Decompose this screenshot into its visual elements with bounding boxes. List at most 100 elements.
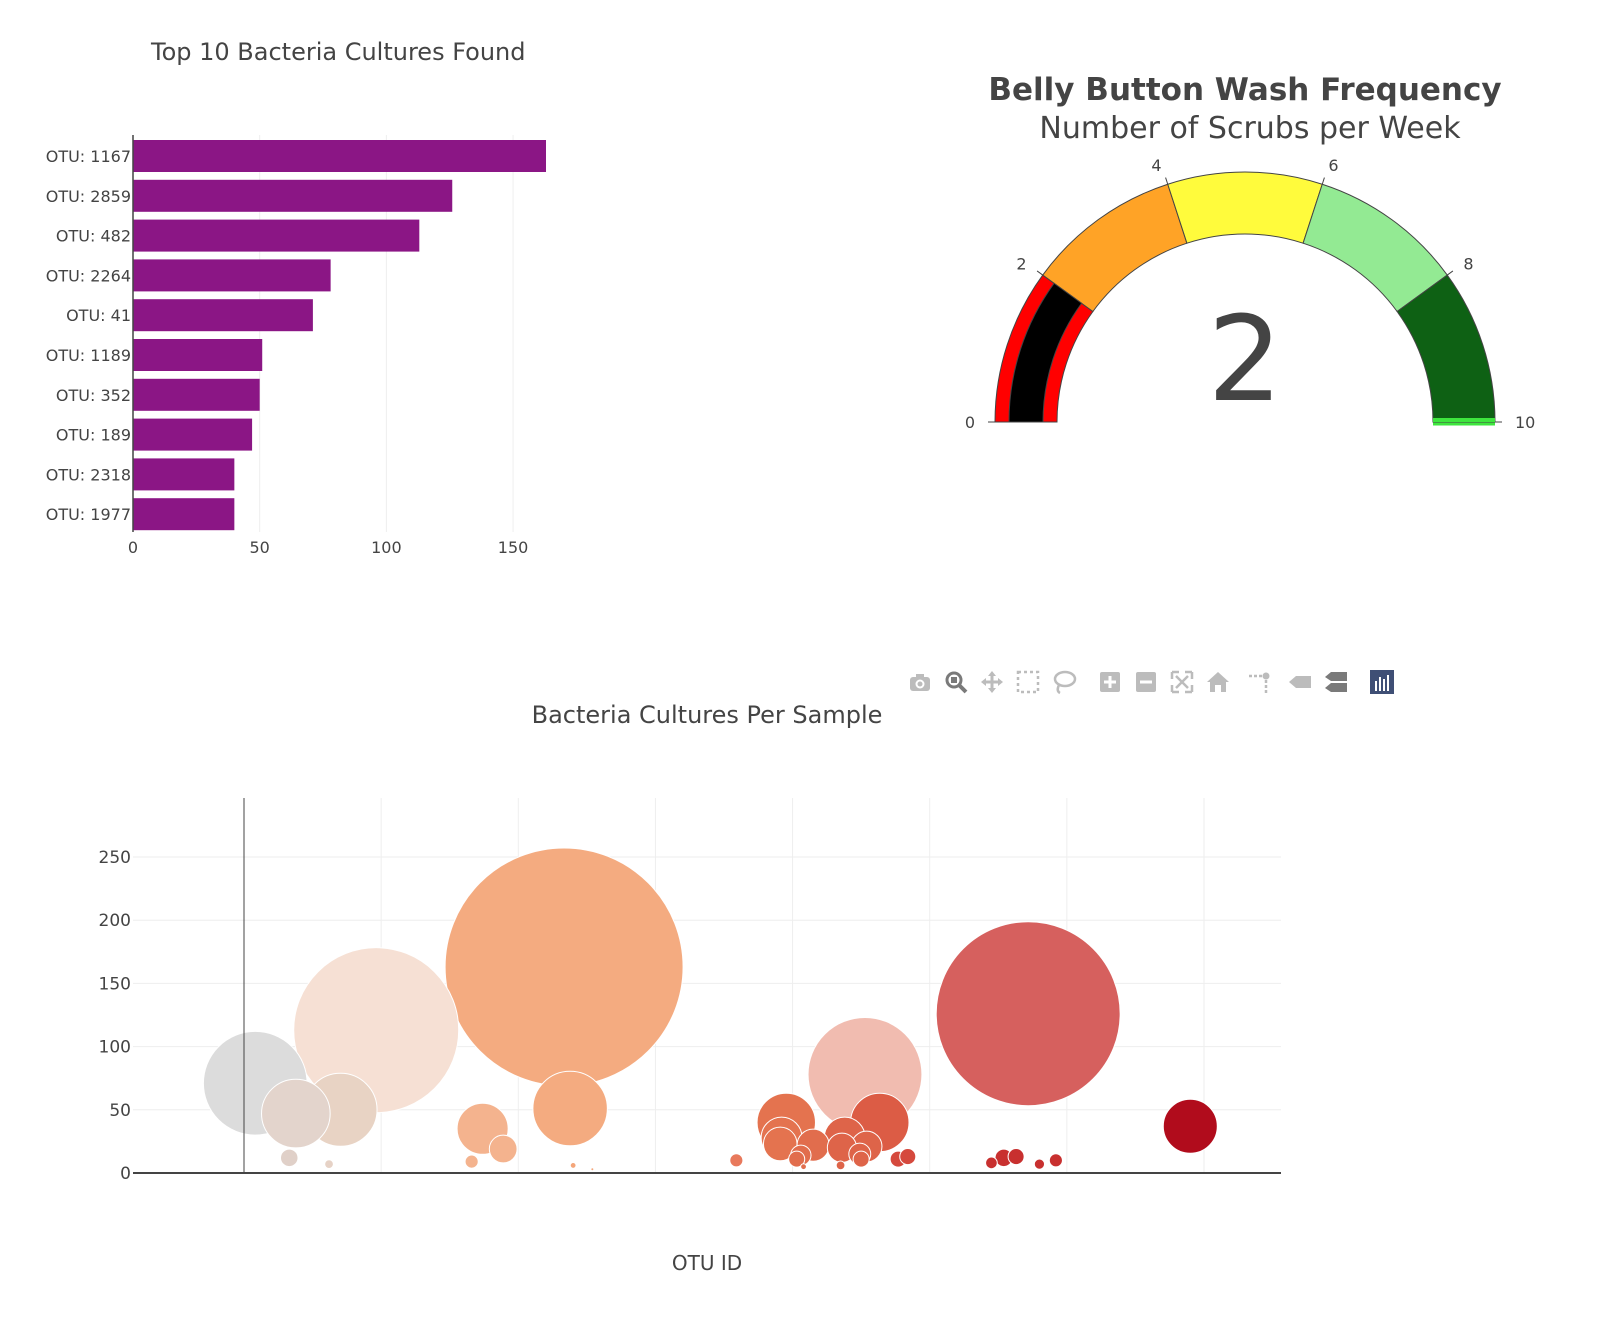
bubble-point[interactable] [532,1070,608,1147]
bar[interactable] [133,498,235,531]
bar-category-label: OTU: 482 [56,227,131,246]
pan-icon [981,671,1003,693]
bubble-point[interactable] [1007,1148,1025,1166]
lasso-select-button[interactable] [1050,668,1078,696]
gauge-tick-label: 2 [1016,254,1026,273]
gauge-tick-label: 10 [1515,413,1535,432]
bubble-axes: 0500100015002000250030003500050100150200… [99,798,1281,1184]
spike-lines-icon [1249,672,1270,693]
bar[interactable] [133,418,253,451]
gauge-tick [1446,270,1454,276]
plotly-logo-icon [1370,670,1394,694]
zoom-in-icon [1100,672,1120,692]
bubble-y-tick-label: 150 [99,974,131,994]
bubble-point[interactable] [835,1160,846,1171]
bar[interactable] [133,378,260,411]
pan-button[interactable] [978,668,1006,696]
bubble-point[interactable] [569,1161,577,1169]
bar-x-tick-label: 50 [250,538,270,557]
bubble-chart-title: Bacteria Cultures Per Sample [531,701,883,729]
bubble-point[interactable] [788,1150,806,1168]
zoom-in-button[interactable] [1096,668,1124,696]
bar-category-label: OTU: 2318 [46,465,131,484]
gauge-tick-label: 0 [965,413,975,432]
gauge-tick-label: 6 [1328,156,1338,175]
bar-category-label: OTU: 2859 [46,187,131,206]
bubble-point[interactable] [488,1134,518,1164]
spike-lines-button[interactable] [1246,668,1274,696]
gauge-tick [1036,270,1044,276]
gauge-bands [994,171,1496,426]
bar-chart-title: Top 10 Bacteria Cultures Found [151,38,526,66]
hover-closest-icon [1289,676,1311,688]
autoscale-button[interactable] [1168,668,1196,696]
autoscale-icon [1170,670,1194,694]
bar-category-labels: OTU: 1167 OTU: 2859 OTU: 482 OTU: 2264 OTU: … [46,147,131,524]
gauge-tick [1321,177,1325,185]
bubble-point[interactable] [590,1167,595,1172]
camera-button[interactable] [906,668,934,696]
bubble-point[interactable] [444,847,684,1087]
hover-compare-icon [1325,672,1347,692]
reset-axes-button[interactable] [1204,668,1232,696]
zoom-button[interactable] [942,668,970,696]
bubble-point[interactable] [279,1148,299,1168]
box-select-button[interactable] [1014,668,1042,696]
bubble-point[interactable] [800,1163,807,1171]
bar-category-label: OTU: 2264 [46,266,131,285]
bubble-point[interactable] [729,1153,744,1168]
bar-x-tick-label: 150 [498,538,529,557]
bar[interactable] [133,179,453,212]
hover-closest-button[interactable] [1286,668,1314,696]
bubble-point[interactable] [1033,1158,1046,1170]
gauge-tick-label: 4 [1151,156,1161,175]
bubble-point[interactable] [1048,1153,1063,1168]
plotly-logo-button[interactable] [1368,668,1396,696]
gauge-value-bar [1008,282,1083,423]
hover-compare-button[interactable] [1322,668,1350,696]
box-select-icon [1016,670,1040,694]
bar-category-label: OTU: 352 [56,386,131,405]
zoom-out-icon [1136,672,1156,692]
bubble-series [202,847,1218,1172]
bar[interactable] [133,219,420,252]
bar[interactable] [133,140,546,172]
zoom-out-button[interactable] [1132,668,1160,696]
gauge-tick [1165,177,1169,185]
reset-axes-icon [1207,672,1229,692]
bar[interactable] [133,458,235,491]
bubble-x-axis-label: OTU ID [671,1251,743,1275]
bar-category-label: OTU: 1189 [46,346,131,365]
bubble-chart: 0500100015002000250030003500050100150200… [99,798,1281,1184]
bubble-point[interactable] [464,1154,479,1169]
bar[interactable] [133,259,331,292]
bar-x-tick-label: 0 [128,538,138,557]
bar-series [133,140,546,531]
bar-category-label: OTU: 41 [66,306,131,325]
bubble-point[interactable] [852,1150,870,1168]
bar-chart: OTU: 1167 OTU: 2859 OTU: 482 OTU: 2264 OTU: … [46,135,546,557]
bar[interactable] [133,339,263,371]
bar-category-label: OTU: 189 [56,426,131,445]
bubble-y-tick-label: 0 [120,1164,131,1184]
bubble-y-tick-label: 250 [99,848,131,868]
bubble-point[interactable] [899,1148,917,1166]
bar-category-label: OTU: 1167 [46,147,131,166]
bubble-point[interactable] [324,1159,334,1170]
bubble-y-tick-label: 200 [99,911,131,931]
gauge-tick-label: 8 [1463,254,1473,273]
bubble-point[interactable] [985,1156,998,1170]
gauge-subtitle: Number of Scrubs per Week [1039,111,1461,146]
bubble-point[interactable] [261,1078,331,1149]
bar[interactable] [133,299,313,332]
lasso-select-icon [1053,670,1077,695]
bubble-point[interactable] [1162,1098,1218,1154]
gauge-ticks: 0 2 4 6 8 10 [965,156,1536,432]
camera-icon [910,674,930,691]
plot-modebar [906,668,1426,708]
gauge-chart: 0 2 4 6 8 10 2 [965,156,1536,432]
bar-x-tick-label: 100 [371,538,402,557]
gauge-title: Belly Button Wash Frequency [988,72,1502,108]
bubble-point[interactable] [935,921,1121,1107]
bubble-y-tick-label: 100 [99,1038,131,1058]
